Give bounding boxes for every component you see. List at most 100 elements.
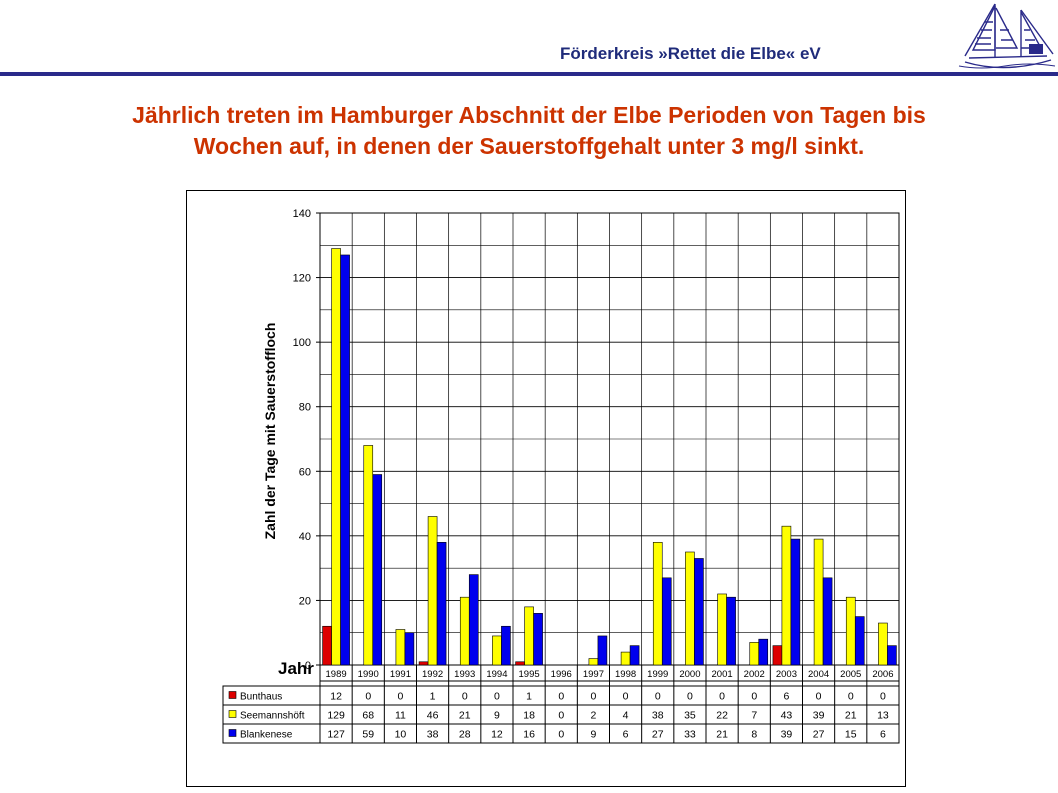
data-label: 7	[751, 710, 757, 722]
bar-blankenese-1999	[661, 577, 672, 666]
bar-seemannshft-1989	[331, 248, 341, 666]
header-rule	[0, 72, 1058, 76]
data-label: 33	[684, 729, 696, 741]
data-label: 1	[526, 691, 532, 703]
data-label: 129	[327, 710, 345, 722]
data-label: 21	[845, 710, 857, 722]
data-label: 8	[751, 729, 757, 741]
data-label: 0	[816, 691, 822, 703]
headline: Jährlich treten im Hamburger Abschnitt d…	[0, 100, 1058, 162]
x-tick-label: 2000	[679, 669, 700, 680]
headline-line-1: Jährlich treten im Hamburger Abschnitt d…	[132, 102, 926, 128]
data-label: 4	[623, 710, 629, 722]
bar-seemannshft-2006	[878, 622, 888, 666]
data-label: 0	[880, 691, 886, 703]
x-tick-label: 1993	[454, 669, 475, 680]
data-label: 35	[684, 710, 696, 722]
bar-blankenese-2003	[790, 538, 801, 666]
bar-seemannshft-2000	[685, 551, 695, 666]
x-tick-label: 2003	[776, 669, 797, 680]
bar-seemannshft-2002	[749, 642, 760, 666]
bar-seemannshft-2001	[717, 593, 727, 666]
bar-seemannshft-2004	[813, 538, 824, 666]
y-tick-label: 60	[299, 466, 311, 478]
bar-bunthaus-1995	[515, 661, 525, 666]
data-label: 27	[652, 729, 664, 741]
data-label: 0	[751, 691, 757, 703]
data-label: 16	[523, 729, 535, 741]
data-label: 1	[430, 691, 436, 703]
x-tick-label: 2001	[712, 669, 733, 680]
legend-key-blankenese	[228, 729, 237, 737]
bar-blankenese-1995	[533, 613, 543, 666]
x-axis-label: Jahr	[278, 659, 314, 678]
data-label: 0	[719, 691, 725, 703]
y-axis-label: Zahl der Tage mit Sauerstoffloch	[262, 323, 278, 540]
x-tick-label: 1992	[422, 669, 443, 680]
headline-line-2: Wochen auf, in denen der Sauerstoffgehal…	[193, 133, 865, 159]
x-tick-label: 2005	[840, 669, 861, 680]
data-label: 0	[558, 710, 564, 722]
data-label: 59	[362, 729, 374, 741]
bar-blankenese-1993	[468, 574, 479, 666]
data-label: 6	[783, 691, 789, 703]
bar-seemannshft-1992	[427, 516, 438, 666]
data-label: 0	[848, 691, 854, 703]
bar-seemannshft-1998	[620, 651, 631, 666]
legend-label: Seemannshöft	[240, 711, 305, 722]
data-label: 18	[523, 710, 535, 722]
data-label: 15	[845, 729, 857, 741]
data-label: 12	[330, 691, 342, 703]
bar-blankenese-1991	[404, 632, 415, 666]
data-label: 27	[813, 729, 825, 741]
bar-blankenese-1989	[340, 254, 350, 666]
legend-label: Blankenese	[240, 730, 293, 741]
data-label: 0	[687, 691, 693, 703]
data-label: 0	[365, 691, 371, 703]
x-tick-label: 1989	[326, 669, 347, 680]
data-label: 0	[558, 691, 564, 703]
data-label: 9	[590, 729, 596, 741]
data-label: 38	[652, 710, 664, 722]
bar-blankenese-2005	[854, 616, 865, 666]
bar-seemannshft-1991	[395, 629, 406, 666]
bar-seemannshft-1994	[492, 635, 502, 666]
bar-blankenese-1994	[501, 625, 511, 666]
bar-blankenese-2006	[887, 645, 897, 666]
data-label: 0	[655, 691, 661, 703]
bar-bunthaus-1989	[322, 625, 332, 666]
x-tick-label: 1999	[647, 669, 668, 680]
bar-bunthaus-2003	[772, 645, 783, 666]
x-tick-label: 1998	[615, 669, 636, 680]
bar-blankenese-1997	[597, 635, 608, 666]
data-label: 127	[327, 729, 345, 741]
bar-blankenese-2001	[726, 596, 736, 666]
legend-key-seemannshft	[228, 710, 237, 718]
data-label: 12	[491, 729, 503, 741]
data-label: 39	[781, 729, 793, 741]
x-tick-label: 1994	[486, 669, 507, 680]
bar-seemannshft-1999	[652, 542, 663, 666]
y-tick-label: 140	[293, 208, 311, 220]
x-tick-label: 2004	[808, 669, 829, 680]
bar-blankenese-1998	[629, 645, 640, 666]
legend-key-bunthaus	[228, 691, 237, 699]
x-tick-label: 1990	[358, 669, 379, 680]
legend-label: Bunthaus	[240, 692, 282, 703]
bar-seemannshft-1995	[524, 606, 534, 666]
y-tick-label: 40	[299, 531, 311, 543]
bar-seemannshft-1990	[363, 445, 374, 666]
data-label: 0	[558, 729, 564, 741]
data-label: 43	[781, 710, 793, 722]
data-label: 21	[459, 710, 471, 722]
data-label: 10	[395, 729, 407, 741]
sailing-ship-icon	[958, 3, 1056, 69]
data-label: 22	[716, 710, 728, 722]
y-tick-label: 100	[293, 337, 311, 349]
data-label: 0	[623, 691, 629, 703]
y-tick-label: 120	[293, 273, 311, 285]
bar-blankenese-1990	[372, 474, 383, 666]
x-tick-label: 1996	[551, 669, 572, 680]
data-label: 13	[877, 710, 889, 722]
